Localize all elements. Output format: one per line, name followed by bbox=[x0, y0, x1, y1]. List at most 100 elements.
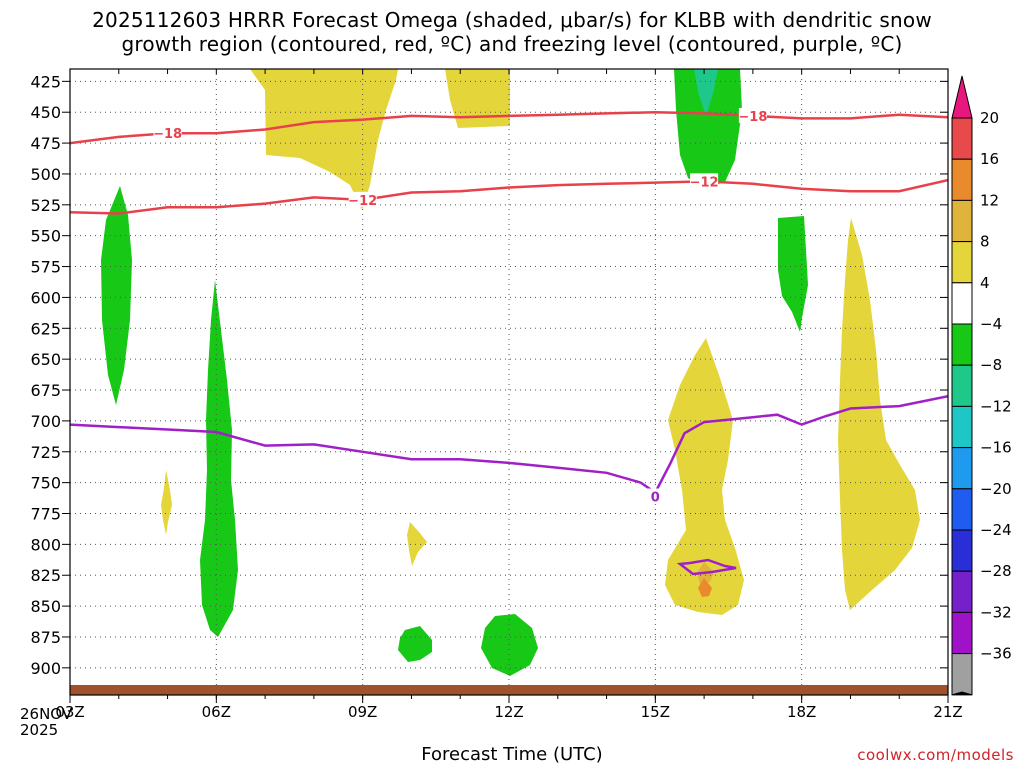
x-tick-label: 12Z bbox=[494, 703, 523, 721]
omega-pos-region-07-09z bbox=[250, 69, 398, 210]
colorbar-swatch bbox=[951, 653, 973, 696]
y-tick-label: 775 bbox=[30, 504, 61, 523]
y-tick-label: 500 bbox=[30, 165, 61, 184]
y-tick-label: 800 bbox=[30, 535, 61, 554]
colorbar-swatch bbox=[951, 323, 973, 366]
colorbar-swatch bbox=[951, 241, 973, 284]
colorbar-swatch bbox=[951, 488, 973, 531]
colorbar-swatch bbox=[951, 405, 973, 449]
omega-pos-core-16z-12 bbox=[698, 578, 712, 597]
y-tick-label: 475 bbox=[30, 134, 61, 153]
colorbar-level-label: −28 bbox=[980, 562, 1012, 580]
colorbar-level-label: −16 bbox=[980, 439, 1012, 457]
colorbar-level-label: −24 bbox=[980, 521, 1012, 539]
isotherm-label: −18 bbox=[153, 127, 182, 142]
y-tick-label: 575 bbox=[30, 258, 61, 277]
y-axis: 425 450 475 500 525 550 575 600 625 650 675 700 725 7… bbox=[30, 72, 948, 678]
isotherm-label-bg bbox=[641, 488, 670, 504]
x-axis: 03Z 06Z 09Z 12Z 15Z 18Z 21Z bbox=[55, 69, 963, 721]
isotherm-lines: −18 −18 −12 −12 0 bbox=[70, 107, 948, 506]
x-tick-label: 15Z bbox=[641, 703, 670, 721]
y-tick-label: 675 bbox=[30, 381, 61, 400]
isotherm-label: −12 bbox=[690, 175, 719, 190]
colorbar-level-label: −4 bbox=[980, 315, 1002, 333]
colorbar-swatch bbox=[951, 282, 973, 325]
start-date-line2: 2025 bbox=[20, 721, 59, 739]
x-axis-title: Forecast Time (UTC) bbox=[421, 744, 603, 765]
y-tick-label: 525 bbox=[30, 196, 61, 215]
colorbar-swatch bbox=[951, 529, 973, 572]
omega-neg-core-16z bbox=[694, 69, 718, 116]
y-tick-label: 700 bbox=[30, 412, 61, 431]
y-tick-label: 550 bbox=[30, 227, 61, 246]
omega-neg-region-04z bbox=[101, 186, 132, 405]
isotherm-label-bg bbox=[153, 125, 182, 141]
omega-pos-region-05z bbox=[161, 470, 172, 535]
colorbar-swatch bbox=[951, 158, 973, 201]
colorbar-level-label: −20 bbox=[980, 480, 1012, 498]
isotherm--12 bbox=[70, 178, 948, 215]
chart-title-line2: growth region (contoured, red, ºC) and f… bbox=[121, 32, 903, 56]
freezing-closed-contour bbox=[676, 558, 737, 576]
y-tick-label: 600 bbox=[30, 288, 61, 307]
start-date-label: 26NOV 2025 bbox=[20, 706, 72, 738]
y-tick-label: 750 bbox=[30, 474, 61, 493]
colorbar-swatch bbox=[951, 570, 973, 613]
y-tick-label: 625 bbox=[30, 319, 61, 338]
y-tick-label: 825 bbox=[30, 566, 61, 585]
omega-neg-region-16z bbox=[674, 69, 742, 188]
y-tick-label: 650 bbox=[30, 350, 61, 369]
isotherm--18 bbox=[70, 110, 948, 145]
omega-pos-region-10z bbox=[407, 522, 427, 566]
chart-title-line1: 2025112603 HRRR Forecast Omega (shaded, … bbox=[92, 8, 932, 32]
isotherm-label-bg bbox=[738, 107, 767, 123]
x-tick-label: 09Z bbox=[348, 703, 377, 721]
omega-pos-region-19-20z bbox=[838, 218, 920, 610]
credit-link[interactable]: coolwx.com/models bbox=[857, 746, 1014, 764]
colorbar-swatch bbox=[951, 611, 973, 655]
isotherm-label: 0 bbox=[651, 491, 660, 506]
plot-frame bbox=[69, 68, 949, 696]
omega-pos-region-16z bbox=[665, 338, 744, 615]
x-tick-label: 21Z bbox=[933, 703, 962, 721]
colorbar-swatch bbox=[951, 117, 973, 160]
isotherm-label-bg bbox=[348, 191, 377, 207]
omega-neg-region-10z bbox=[398, 626, 432, 662]
colorbar-top-arrow bbox=[951, 75, 973, 119]
x-tick-label: 06Z bbox=[202, 703, 231, 721]
colorbar-level-label: −32 bbox=[980, 603, 1012, 621]
y-tick-label: 875 bbox=[30, 628, 61, 647]
isotherm-0 bbox=[70, 394, 948, 495]
colorbar-level-label: −36 bbox=[980, 645, 1012, 663]
colorbar-level-label: 8 bbox=[980, 233, 990, 251]
isotherm-label-bg bbox=[690, 173, 719, 189]
omega-shading bbox=[101, 69, 920, 676]
colorbar-level-label: 12 bbox=[980, 191, 999, 209]
colorbar-level-label: 16 bbox=[980, 150, 999, 168]
colorbar-bottom-arrow bbox=[951, 691, 973, 696]
colorbar-swatch bbox=[951, 447, 973, 490]
omega-neg-region-18z bbox=[778, 216, 808, 332]
isotherm-label: −12 bbox=[348, 194, 377, 209]
y-tick-label: 450 bbox=[30, 103, 61, 122]
ground-surface bbox=[70, 685, 948, 695]
omega-pos-region-11z bbox=[445, 69, 510, 128]
colorbar-level-label: −12 bbox=[980, 397, 1012, 415]
colorbar: 20 16 12 8 4 −4 −8 −12 −16 −20 −24 −28 −32 −36 bbox=[951, 75, 1012, 696]
x-tick-label: 18Z bbox=[787, 703, 816, 721]
y-tick-label: 425 bbox=[30, 72, 61, 91]
colorbar-swatch bbox=[951, 364, 973, 407]
omega-neg-region-06z bbox=[200, 280, 238, 637]
chart-grid bbox=[70, 69, 948, 695]
x-tick-label: 03Z bbox=[55, 703, 84, 721]
y-tick-label: 725 bbox=[30, 443, 61, 462]
colorbar-swatch bbox=[951, 199, 973, 243]
colorbar-level-label: 20 bbox=[980, 109, 999, 127]
isotherm-label: −18 bbox=[738, 110, 767, 125]
colorbar-level-label: −8 bbox=[980, 356, 1002, 374]
y-tick-label: 900 bbox=[30, 659, 61, 678]
start-date-line1: 26NOV bbox=[20, 705, 73, 723]
colorbar-level-label: 4 bbox=[980, 274, 990, 292]
y-tick-label: 850 bbox=[30, 597, 61, 616]
